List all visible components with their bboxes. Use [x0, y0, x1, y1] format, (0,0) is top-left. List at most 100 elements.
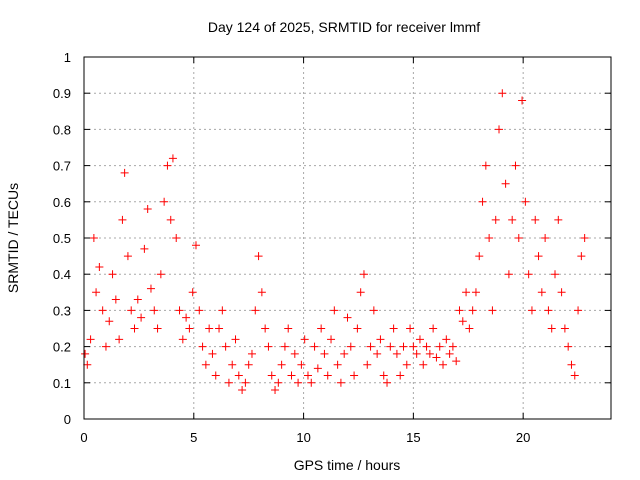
data-point: [160, 197, 169, 206]
data-point: [317, 324, 326, 333]
data-point: [201, 360, 210, 369]
data-point: [336, 378, 345, 387]
data-point: [554, 215, 563, 224]
data-point: [518, 96, 527, 105]
data-point: [264, 342, 273, 351]
data-point: [280, 342, 289, 351]
data-point: [429, 324, 438, 333]
plot-frame: [83, 56, 612, 420]
data-point: [498, 89, 507, 98]
y-tick-label: 0.6: [53, 195, 71, 210]
data-point: [488, 306, 497, 315]
data-point: [98, 306, 107, 315]
y-tick-label: 0.3: [53, 303, 71, 318]
data-point: [251, 306, 260, 315]
data-point: [290, 349, 299, 358]
data-point: [551, 270, 560, 279]
data-point: [195, 306, 204, 315]
data-point: [574, 306, 583, 315]
data-point: [491, 215, 500, 224]
data-point: [323, 371, 332, 380]
data-point: [300, 335, 309, 344]
data-point: [257, 288, 266, 297]
x-tick-label: 0: [80, 430, 87, 445]
data-point: [455, 306, 464, 315]
data-point: [156, 270, 165, 279]
data-point: [435, 342, 444, 351]
data-point: [577, 252, 586, 261]
data-point: [254, 252, 263, 261]
data-point: [422, 342, 431, 351]
data-point: [439, 360, 448, 369]
y-tick-label: 0.9: [53, 86, 71, 101]
data-point: [313, 364, 322, 373]
data-point: [127, 306, 136, 315]
data-point: [198, 342, 207, 351]
data-point: [504, 270, 513, 279]
data-point: [521, 197, 530, 206]
data-point: [458, 317, 467, 326]
data-point: [468, 306, 477, 315]
data-point: [330, 306, 339, 315]
x-tick-label: 20: [516, 430, 530, 445]
data-point: [471, 288, 480, 297]
data-point: [130, 324, 139, 333]
y-tick-label: 1: [64, 50, 71, 65]
data-point: [83, 360, 92, 369]
data-point: [353, 324, 362, 333]
data-point: [442, 335, 451, 344]
data-point: [241, 378, 250, 387]
data-point: [175, 306, 184, 315]
x-tick-label: 15: [406, 430, 420, 445]
data-point: [379, 371, 388, 380]
data-point: [294, 378, 303, 387]
data-point: [303, 371, 312, 380]
data-point: [297, 360, 306, 369]
x-tick-label: 5: [190, 430, 197, 445]
y-tick-label: 0.5: [53, 231, 71, 246]
data-point: [89, 234, 98, 242]
data-point: [412, 349, 421, 358]
data-point: [350, 371, 359, 380]
data-point: [221, 342, 230, 351]
data-point: [238, 386, 247, 395]
data-point: [495, 125, 504, 134]
data-point: [208, 349, 217, 358]
data-point: [191, 241, 200, 250]
data-point: [185, 324, 194, 333]
data-point: [81, 349, 90, 358]
data-point: [143, 205, 152, 214]
data-point: [567, 360, 576, 369]
data-point: [448, 342, 457, 351]
grid-lines: [84, 57, 611, 419]
data-point: [376, 335, 385, 344]
y-tick-label: 0.8: [53, 122, 71, 137]
data-point: [287, 371, 296, 380]
y-tick-label: 0.1: [53, 376, 71, 391]
data-point: [111, 295, 120, 304]
data-point: [419, 360, 428, 369]
data-point: [570, 371, 579, 380]
data-point: [333, 360, 342, 369]
data-point: [485, 234, 494, 242]
data-point: [133, 295, 142, 304]
data-point: [166, 215, 175, 224]
y-axis-label: SRMTID / TECUs: [5, 183, 21, 293]
data-point: [399, 342, 408, 351]
data-point: [215, 324, 224, 333]
data-point: [172, 234, 181, 242]
chart-title: Day 124 of 2025, SRMTID for receiver lmm…: [208, 19, 480, 35]
data-point: [150, 306, 159, 315]
data-point: [168, 154, 177, 163]
data-point: [363, 360, 372, 369]
data-point: [108, 270, 117, 279]
data-point: [307, 378, 316, 387]
data-point: [481, 161, 490, 170]
data-point: [231, 335, 240, 344]
data-point: [425, 349, 434, 358]
data-point: [541, 234, 550, 242]
data-point: [188, 288, 197, 297]
data-point: [118, 215, 127, 224]
data-point: [462, 288, 471, 297]
